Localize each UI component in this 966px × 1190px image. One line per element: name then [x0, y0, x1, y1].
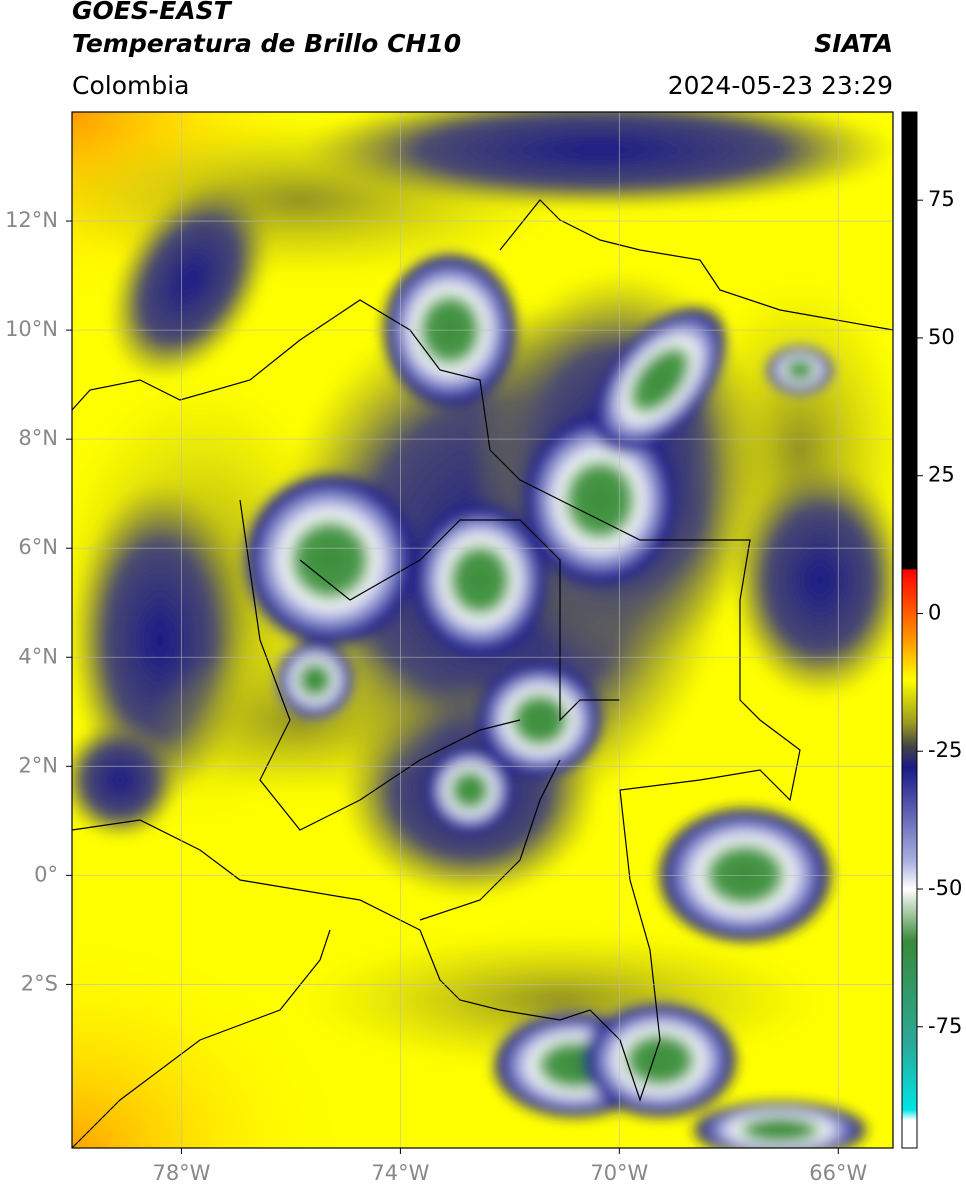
region: Colombia	[72, 71, 189, 100]
x-tick-label: 78°W	[152, 1161, 210, 1185]
y-tick-label: 2°S	[21, 971, 58, 995]
colorbar-tick-label: -50	[928, 876, 962, 900]
satellite-image	[72, 112, 893, 1148]
title: GOES-EAST	[72, 0, 233, 25]
grid	[72, 112, 893, 1148]
y-tick-label: 8°N	[18, 426, 58, 450]
y-tick-label: 4°N	[18, 644, 58, 668]
colorbar-tick-label: 50	[928, 325, 955, 349]
colorbar-tick-label: 75	[928, 187, 955, 211]
y-tick-label: 6°N	[18, 535, 58, 559]
x-tick-label: 74°W	[371, 1161, 429, 1185]
x-tick-label: 70°W	[590, 1161, 648, 1185]
colorbar-tick-label: -25	[928, 738, 962, 762]
y-tick-label: 2°N	[18, 753, 58, 777]
source: SIATA	[814, 29, 893, 58]
colorbar-tick-label: -75	[928, 1014, 962, 1038]
colorbar	[901, 111, 918, 1149]
x-tick-label: 66°W	[809, 1161, 867, 1185]
map-frame	[71, 111, 894, 1149]
y-tick-label: 0°	[34, 862, 58, 886]
colorbar-tick-label: 0	[928, 600, 941, 624]
y-tick-label: 10°N	[5, 317, 58, 341]
colorbar-tick-label: 25	[928, 463, 955, 487]
y-tick-label: 12°N	[5, 208, 58, 232]
subtitle: Temperatura de Brillo CH10	[72, 29, 461, 58]
timestamp: 2024-05-23 23:29	[668, 71, 893, 100]
